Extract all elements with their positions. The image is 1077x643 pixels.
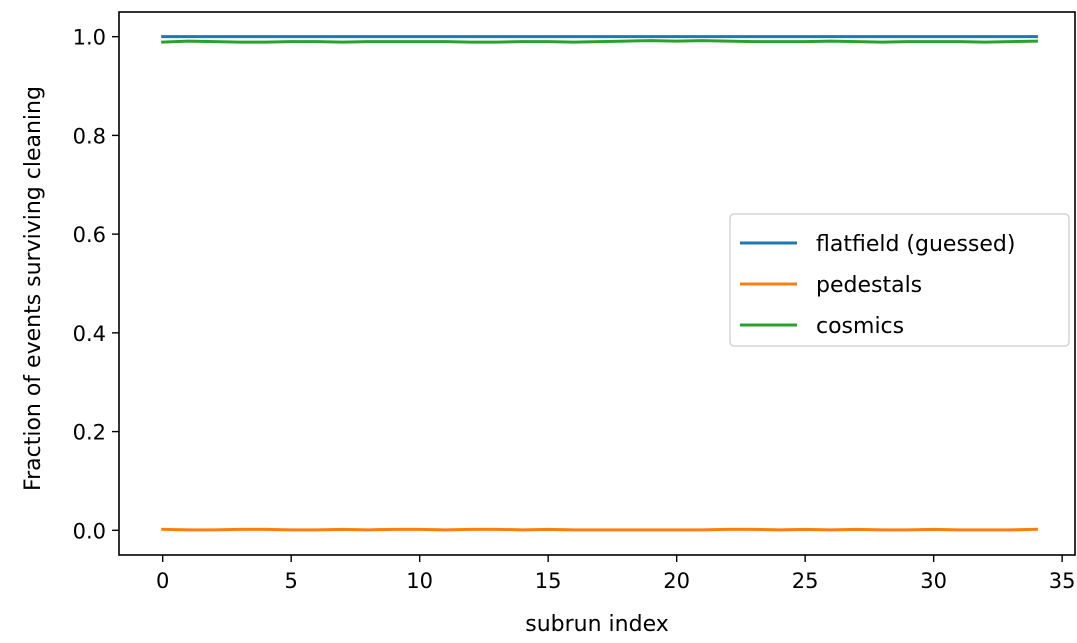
x-axis-ticks: 0 5 10 15 20 25 30 35	[156, 555, 1076, 593]
x-tick-label: 0	[156, 569, 169, 593]
x-tick-label: 20	[663, 569, 690, 593]
x-tick-label: 10	[406, 569, 433, 593]
legend-label: flatfield (guessed)	[816, 232, 1015, 257]
y-tick-label: 1.0	[73, 26, 106, 50]
y-tick-label: 0.8	[73, 124, 106, 148]
y-tick-label: 0.6	[73, 223, 106, 247]
x-tick-label: 30	[920, 569, 947, 593]
x-tick-label: 25	[792, 569, 819, 593]
x-axis-label: subrun index	[525, 612, 668, 637]
x-tick-label: 15	[535, 569, 562, 593]
y-axis-ticks: 0.0 0.2 0.4 0.6 0.8 1.0	[73, 26, 119, 544]
y-tick-label: 0.4	[73, 322, 106, 346]
x-tick-label: 35	[1049, 569, 1076, 593]
legend: flatfield (guessed) pedestals cosmics	[730, 214, 1069, 346]
legend-label: pedestals	[816, 273, 922, 298]
y-tick-label: 0.0	[73, 519, 106, 543]
y-axis-label: Fraction of events surviving cleaning	[21, 86, 46, 491]
y-tick-label: 0.2	[73, 421, 106, 445]
x-tick-label: 5	[284, 569, 297, 593]
legend-label: cosmics	[816, 314, 904, 339]
series-line-cosmics	[163, 41, 1037, 42]
